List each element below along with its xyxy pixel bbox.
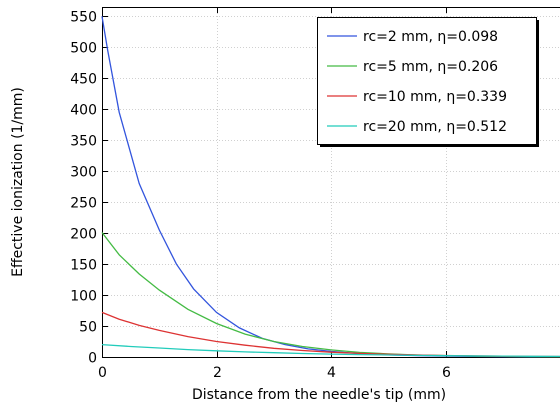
y-tick-label: 450 (70, 72, 97, 88)
y-tick-label: 550 (70, 10, 97, 26)
y-axis-title: Effective ionization (1/mm) (10, 87, 26, 277)
y-tick-label: 200 (70, 227, 97, 243)
y-tick-label: 400 (70, 103, 97, 119)
series-group (101, 16, 560, 358)
y-tick-label: 50 (79, 320, 97, 336)
axis-ticks: 0 50 100 150 200 250 300 350 400 450 500 550 0 2 4 6 (70, 7, 451, 381)
x-tick-label: 4 (327, 365, 336, 381)
series-line-4 (101, 343, 560, 358)
x-tick-label: 2 (213, 365, 222, 381)
y-tick-label: 300 (70, 165, 97, 181)
legend-label: rc=20 mm, η=0.512 (363, 119, 507, 135)
y-tick-label: 150 (70, 258, 97, 274)
y-tick-label: 350 (70, 134, 97, 150)
legend-label: rc=10 mm, η=0.339 (363, 89, 507, 105)
y-tick-label: 100 (70, 289, 97, 305)
legend-label: rc=2 mm, η=0.098 (363, 29, 498, 45)
y-tick-label: 250 (70, 196, 97, 212)
y-tick-label: 0 (88, 351, 97, 367)
x-axis-title: Distance from the needle's tip (mm) (192, 387, 446, 403)
series-line-2 (101, 232, 560, 358)
x-tick-label: 0 (98, 365, 107, 381)
legend: rc=2 mm, η=0.098 rc=5 mm, η=0.206 rc=10 mm… (317, 17, 539, 147)
legend-label: rc=5 mm, η=0.206 (363, 59, 498, 75)
legend-box (317, 17, 537, 145)
x-tick-label: 6 (442, 365, 451, 381)
y-tick-label: 500 (70, 41, 97, 57)
